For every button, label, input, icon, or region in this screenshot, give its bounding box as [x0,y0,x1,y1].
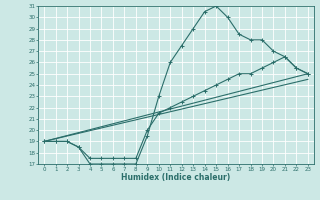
X-axis label: Humidex (Indice chaleur): Humidex (Indice chaleur) [121,173,231,182]
